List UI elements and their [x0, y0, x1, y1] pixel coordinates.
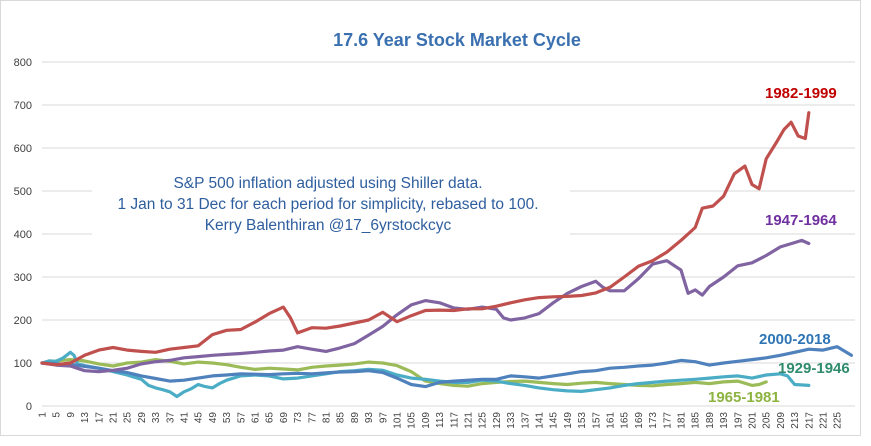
y-tick-label: 100: [14, 358, 32, 370]
annotation-line-2: 1 Jan to 31 Dec for each period for simp…: [117, 196, 538, 213]
y-tick-label: 500: [14, 186, 32, 198]
x-axis-ticks: 1 5 9 13 17 21 25 29 33 37 41 45 49 53 57 61 65 69 73 77 81 8…: [38, 412, 844, 429]
series-lines: [40, 111, 854, 399]
x-tick-label: 13: [80, 412, 91, 424]
x-tick-label: 217: [804, 412, 815, 429]
x-tick-label: 77: [307, 412, 318, 424]
x-tick-label: 41: [180, 412, 191, 424]
x-tick-label: 81: [322, 412, 333, 424]
x-tick-label: 45: [194, 412, 205, 424]
x-tick-label: 169: [634, 412, 645, 429]
x-tick-label: 105: [407, 412, 418, 429]
x-tick-label: 21: [109, 412, 120, 424]
x-tick-label: 209: [776, 412, 787, 429]
x-tick-label: 213: [790, 412, 801, 429]
x-tick-label: 221: [819, 412, 830, 429]
x-tick-label: 129: [492, 412, 503, 429]
series-line-1982-1999: [40, 111, 811, 367]
x-tick-label: 189: [705, 412, 716, 429]
x-tick-label: 201: [748, 412, 759, 429]
x-tick-label: 141: [535, 412, 546, 429]
x-tick-label: 73: [293, 412, 304, 424]
x-tick-label: 25: [123, 412, 134, 424]
annotation-background: [92, 162, 570, 240]
x-tick-label: 185: [691, 412, 702, 429]
label-1929-1946: 1929-1946: [778, 360, 850, 377]
x-tick-label: 197: [733, 412, 744, 429]
chart-title: 17.6 Year Stock Market Cycle: [333, 30, 581, 50]
x-tick-label: 97: [378, 412, 389, 424]
x-tick-label: 121: [464, 412, 475, 429]
x-tick-label: 133: [506, 412, 517, 429]
x-tick-label: 17: [94, 412, 105, 424]
x-tick-label: 57: [236, 412, 247, 424]
x-tick-label: 153: [577, 412, 588, 429]
x-tick-label: 225: [833, 412, 844, 429]
series-line-2000-2018: [40, 345, 854, 389]
x-tick-label: 1: [38, 412, 49, 418]
x-tick-label: 205: [762, 412, 773, 429]
y-tick-label: 600: [14, 143, 32, 155]
x-tick-label: 173: [648, 412, 659, 429]
y-tick-label: 700: [14, 100, 32, 112]
x-tick-label: 5: [52, 412, 63, 418]
label-1982-1999: 1982-1999: [765, 85, 837, 102]
x-tick-label: 61: [251, 412, 262, 424]
x-tick-label: 125: [478, 412, 489, 429]
x-tick-label: 53: [222, 412, 233, 424]
x-tick-label: 165: [620, 412, 631, 429]
x-tick-label: 113: [435, 412, 446, 428]
y-tick-label: 300: [14, 272, 32, 284]
x-tick-label: 181: [677, 412, 688, 429]
label-1947-1964: 1947-1964: [765, 212, 837, 229]
x-tick-label: 33: [151, 412, 162, 424]
y-tick-label: 800: [14, 57, 32, 69]
annotation-line-3: Kerry Balenthiran @17_6yrstockcyc: [205, 217, 452, 234]
x-tick-label: 177: [662, 412, 673, 429]
label-2000-2018: 2000-2018: [759, 331, 831, 348]
x-tick-label: 49: [208, 412, 219, 424]
x-tick-label: 101: [393, 412, 404, 429]
label-1965-1981: 1965-1981: [708, 389, 780, 406]
x-tick-label: 157: [591, 412, 602, 429]
annotation-line-1: S&P 500 inflation adjusted using Shiller…: [173, 175, 482, 192]
y-tick-label: 200: [14, 315, 32, 327]
x-tick-label: 109: [421, 412, 432, 429]
x-tick-label: 93: [364, 412, 375, 424]
x-tick-label: 193: [719, 412, 730, 429]
y-tick-label: 400: [14, 229, 32, 241]
x-tick-label: 65: [265, 412, 276, 424]
x-tick-label: 149: [563, 412, 574, 429]
x-tick-label: 145: [549, 412, 560, 429]
x-tick-label: 29: [137, 412, 148, 424]
x-tick-label: 85: [336, 412, 347, 424]
x-tick-label: 9: [66, 412, 77, 418]
x-tick-label: 161: [606, 412, 617, 429]
x-tick-label: 37: [165, 412, 176, 424]
x-tick-label: 69: [279, 412, 290, 424]
y-axis-ticks: 0 100 200 300 400 500 600 700 800: [14, 57, 32, 413]
y-tick-label: 0: [26, 401, 32, 413]
x-tick-label: 89: [350, 412, 361, 424]
x-tick-label: 137: [520, 412, 531, 429]
x-tick-label: 117: [449, 412, 460, 428]
